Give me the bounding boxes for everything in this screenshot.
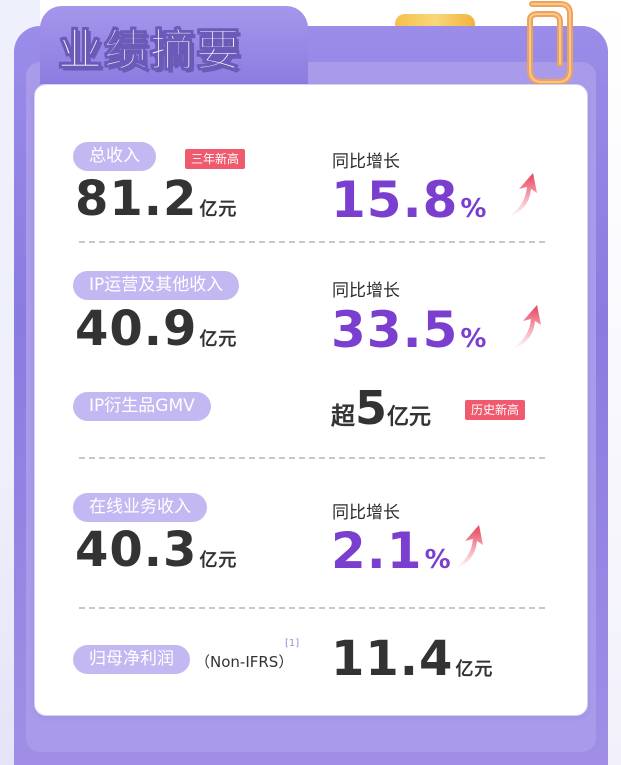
badge-three-year-high: 三年新高 — [185, 149, 246, 169]
arrow-up-right-icon — [453, 525, 483, 569]
page-title: 业绩摘要 — [58, 25, 242, 77]
metric-label-online-revenue: 在线业务收入 — [73, 493, 207, 522]
metric-value-total-revenue: 81.2 亿元 — [75, 171, 237, 227]
summary-card: 总收入 三年新高 81.2 亿元 同比增长 15.8% IP运营及其他收入 40.… — [34, 84, 588, 716]
metric-value-online-revenue: 40.3 亿元 — [75, 522, 237, 578]
growth-label: 同比增长 — [332, 152, 400, 172]
metric-value-ip-revenue: 40.9 亿元 — [75, 301, 237, 357]
arrow-up-right-icon — [507, 173, 537, 217]
metric-value-net-profit: 11.4 亿元 — [331, 631, 493, 687]
growth-value-ip-revenue: 33.5% — [331, 301, 486, 359]
growth-value-online-revenue: 2.1% — [331, 522, 451, 580]
value-number: 81.2 — [75, 171, 198, 227]
footnote-marker: [1] — [285, 638, 300, 649]
value-unit: 亿元 — [387, 405, 432, 430]
value-unit: 亿元 — [199, 550, 238, 571]
metric-label-net-profit: 归母净利润 — [73, 645, 190, 674]
growth-label: 同比增长 — [332, 281, 400, 301]
growth-number: 15.8 — [331, 171, 459, 229]
section-divider — [79, 241, 545, 243]
growth-number: 33.5 — [331, 301, 459, 359]
growth-percent: % — [424, 545, 451, 575]
section-divider — [79, 607, 545, 609]
growth-percent: % — [460, 324, 487, 354]
value-number: 40.3 — [75, 522, 198, 578]
growth-value-total-revenue: 15.8% — [331, 171, 486, 229]
value-number: 5 — [355, 381, 388, 435]
value-number: 40.9 — [75, 301, 198, 357]
value-number: 11.4 — [331, 631, 454, 687]
growth-label: 同比增长 — [332, 503, 400, 523]
metric-label-total-revenue: 总收入 — [73, 142, 156, 171]
growth-percent: % — [460, 194, 487, 224]
paperclip-icon — [527, 1, 573, 85]
value-unit: 亿元 — [199, 199, 238, 220]
value-unit: 亿元 — [455, 659, 494, 680]
metric-label-ip-gmv: IP衍生品GMV — [73, 392, 211, 421]
value-unit: 亿元 — [199, 329, 238, 350]
metric-label-ip-revenue: IP运营及其他收入 — [73, 271, 240, 300]
value-prefix: 超 — [331, 402, 355, 430]
section-divider — [79, 457, 545, 459]
growth-number: 2.1 — [331, 522, 423, 580]
title-tab — [40, 6, 308, 84]
badge-all-time-high: 历史新高 — [465, 400, 526, 420]
metric-value-ip-gmv: 超5亿元 — [331, 381, 431, 435]
non-ifrs-note: （Non-IFRS） — [195, 653, 294, 671]
arrow-up-right-icon — [511, 305, 541, 349]
